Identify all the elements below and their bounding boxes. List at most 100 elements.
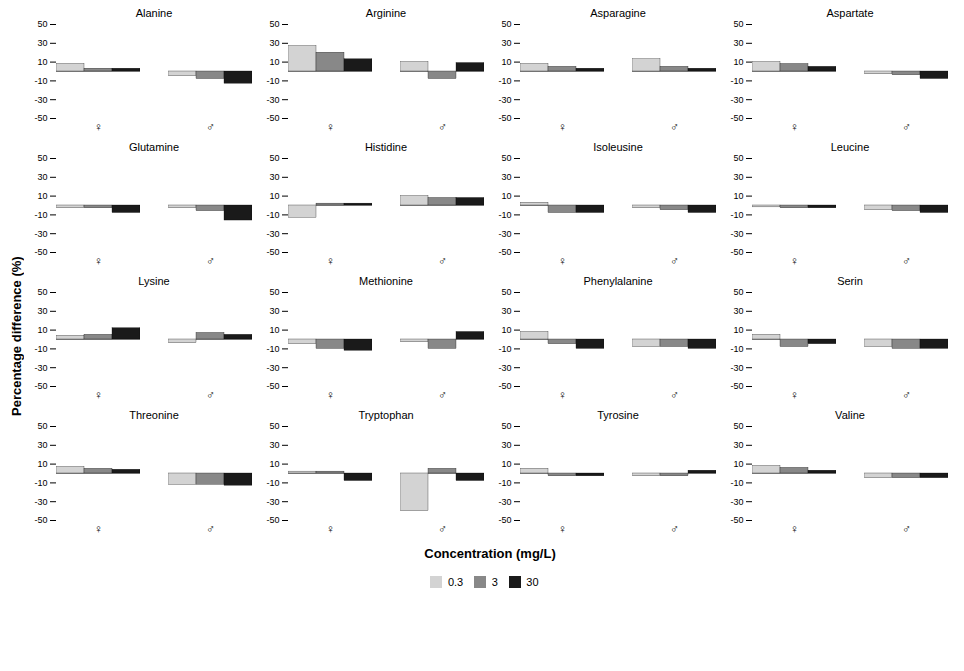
svg-text:-10: -10 [730, 478, 743, 488]
svg-text:♀: ♀ [790, 522, 799, 536]
svg-text:-30: -30 [498, 363, 511, 373]
svg-text:-50: -50 [34, 515, 47, 525]
svg-text:♀: ♀ [558, 388, 567, 402]
svg-text:10: 10 [733, 459, 743, 469]
svg-text:10: 10 [501, 191, 511, 201]
svg-text:♂: ♂ [438, 120, 447, 134]
svg-text:♂: ♂ [902, 120, 911, 134]
svg-text:10: 10 [733, 57, 743, 67]
svg-text:-30: -30 [266, 229, 279, 239]
svg-text:-30: -30 [266, 497, 279, 507]
svg-text:♂: ♂ [670, 120, 679, 134]
svg-text:-10: -10 [730, 344, 743, 354]
svg-text:50: 50 [501, 288, 511, 297]
svg-text:-30: -30 [34, 95, 47, 105]
svg-text:-30: -30 [730, 95, 743, 105]
svg-text:♂: ♂ [206, 388, 215, 402]
svg-text:♂: ♂ [206, 254, 215, 268]
svg-text:50: 50 [37, 288, 47, 297]
svg-text:♀: ♀ [558, 522, 567, 536]
svg-text:-50: -50 [498, 515, 511, 525]
svg-text:-50: -50 [498, 381, 511, 391]
svg-text:10: 10 [37, 191, 47, 201]
svg-text:50: 50 [269, 154, 279, 163]
svg-text:-10: -10 [730, 76, 743, 86]
svg-text:50: 50 [733, 288, 743, 297]
svg-text:-50: -50 [730, 381, 743, 391]
svg-text:-10: -10 [498, 210, 511, 220]
svg-text:-10: -10 [34, 344, 47, 354]
svg-text:30: 30 [37, 440, 47, 450]
svg-text:-50: -50 [266, 113, 279, 123]
svg-text:-10: -10 [498, 344, 511, 354]
svg-text:30: 30 [269, 38, 279, 48]
svg-text:♂: ♂ [206, 120, 215, 134]
svg-text:-30: -30 [34, 363, 47, 373]
svg-text:♂: ♂ [438, 388, 447, 402]
svg-text:30: 30 [269, 306, 279, 316]
svg-text:10: 10 [37, 325, 47, 335]
svg-text:♂: ♂ [670, 388, 679, 402]
svg-text:-50: -50 [266, 515, 279, 525]
svg-text:10: 10 [501, 325, 511, 335]
svg-text:50: 50 [733, 422, 743, 431]
svg-text:30: 30 [37, 172, 47, 182]
svg-text:♀: ♀ [94, 120, 103, 134]
svg-text:30: 30 [37, 306, 47, 316]
svg-text:-10: -10 [498, 478, 511, 488]
svg-text:30: 30 [501, 172, 511, 182]
svg-text:50: 50 [37, 422, 47, 431]
svg-text:♀: ♀ [790, 254, 799, 268]
svg-text:30: 30 [269, 172, 279, 182]
svg-text:-10: -10 [34, 76, 47, 86]
svg-text:10: 10 [269, 325, 279, 335]
svg-text:-30: -30 [34, 229, 47, 239]
svg-text:-30: -30 [730, 363, 743, 373]
svg-text:♂: ♂ [438, 522, 447, 536]
svg-text:10: 10 [269, 459, 279, 469]
svg-text:♂: ♂ [902, 254, 911, 268]
svg-text:10: 10 [269, 57, 279, 67]
svg-text:50: 50 [501, 20, 511, 29]
svg-text:-30: -30 [498, 497, 511, 507]
svg-text:50: 50 [269, 288, 279, 297]
svg-text:50: 50 [733, 154, 743, 163]
svg-text:-30: -30 [730, 229, 743, 239]
svg-text:♀: ♀ [558, 120, 567, 134]
svg-text:-30: -30 [498, 95, 511, 105]
svg-text:-10: -10 [498, 76, 511, 86]
svg-text:10: 10 [37, 459, 47, 469]
svg-text:10: 10 [733, 325, 743, 335]
svg-text:♂: ♂ [670, 522, 679, 536]
svg-text:-50: -50 [498, 247, 511, 257]
svg-text:♀: ♀ [94, 388, 103, 402]
svg-text:♂: ♂ [902, 388, 911, 402]
svg-text:-50: -50 [498, 113, 511, 123]
svg-text:♀: ♀ [790, 120, 799, 134]
svg-text:-50: -50 [34, 381, 47, 391]
svg-text:♀: ♀ [94, 254, 103, 268]
svg-text:♀: ♀ [326, 120, 335, 134]
svg-text:-50: -50 [730, 515, 743, 525]
svg-text:50: 50 [269, 422, 279, 431]
svg-text:♀: ♀ [326, 522, 335, 536]
svg-text:-50: -50 [730, 247, 743, 257]
svg-text:-10: -10 [34, 210, 47, 220]
svg-text:30: 30 [733, 306, 743, 316]
svg-text:-10: -10 [266, 478, 279, 488]
svg-text:♀: ♀ [326, 388, 335, 402]
svg-text:50: 50 [37, 154, 47, 163]
svg-text:10: 10 [733, 191, 743, 201]
svg-text:-30: -30 [730, 497, 743, 507]
svg-text:10: 10 [501, 57, 511, 67]
svg-text:30: 30 [733, 172, 743, 182]
svg-text:30: 30 [733, 38, 743, 48]
svg-text:-10: -10 [266, 344, 279, 354]
svg-text:50: 50 [37, 20, 47, 29]
svg-text:50: 50 [501, 422, 511, 431]
svg-text:-50: -50 [266, 247, 279, 257]
svg-text:10: 10 [37, 57, 47, 67]
svg-text:30: 30 [269, 440, 279, 450]
svg-text:30: 30 [501, 38, 511, 48]
svg-text:-50: -50 [34, 247, 47, 257]
